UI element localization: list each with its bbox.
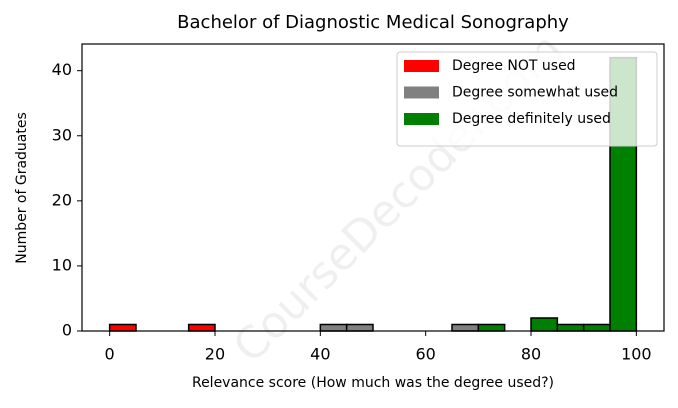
legend-swatch [404,60,439,72]
y-tick-label: 30 [52,125,72,144]
bar [108,323,137,332]
bar [319,323,348,332]
x-tick-label: 80 [521,345,541,364]
y-tick-label: 10 [52,255,72,274]
bar [582,323,611,332]
bar [187,323,216,332]
bar [556,323,585,332]
chart-title: Bachelor of Diagnostic Medical Sonograph… [177,12,569,33]
legend-label: Degree definitely used [452,111,611,127]
plot-frame [81,43,665,332]
legend-swatch [404,113,439,125]
legend-label: Degree somewhat used [452,85,618,101]
x-tick-label: 40 [310,345,330,364]
x-tick-label: 20 [205,345,225,364]
legend-swatch [404,86,439,99]
y-tick-label: 40 [52,60,72,79]
bar [530,317,559,332]
bar [477,323,506,332]
y-tick-label: 20 [52,190,72,209]
legend [396,51,658,147]
x-tick-label: 0 [105,345,115,364]
legend-label: Degree NOT used [452,58,576,74]
x-tick-label: 60 [415,345,435,364]
y-tick-label: 0 [62,321,72,340]
x-axis-label: Relevance score (How much was the degree… [192,375,554,391]
bar [451,323,480,332]
bar [345,323,374,332]
y-axis-label: Number of Graduates [14,112,30,264]
x-tick-label: 100 [621,345,652,364]
